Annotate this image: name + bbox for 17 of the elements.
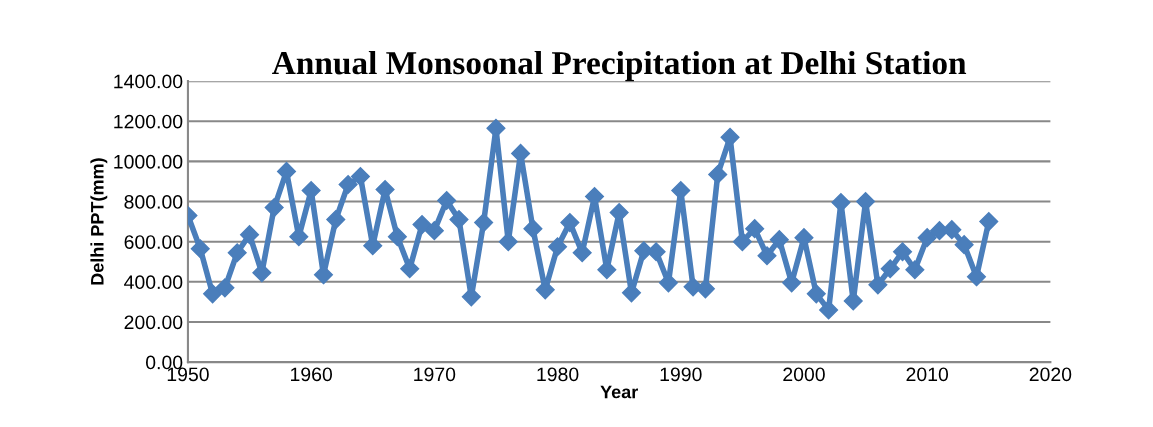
y-tick-label: 1200.00 (114, 114, 183, 129)
chart-title: Annual Monsoonal Precipitation at Delhi Station (272, 50, 967, 82)
y-tick-label: 600.00 (124, 235, 183, 249)
x-tick-label: 2010 (906, 367, 949, 382)
x-tick-label: 1990 (660, 367, 702, 382)
x-tick-label: 1980 (537, 367, 579, 382)
x-tick-label: 1960 (291, 367, 333, 382)
x-tick-label: 2020 (1029, 367, 1072, 382)
x-tick-label: 1970 (414, 367, 456, 382)
y-tick-label: 400.00 (124, 275, 183, 290)
y-axis-title: Delhi PPT(mm) (90, 158, 108, 285)
y-tick-label: 1000.00 (114, 154, 183, 169)
x-axis-title: Year (600, 385, 638, 399)
y-tick-label: 1400.00 (114, 74, 183, 89)
y-tick-label: 200.00 (124, 315, 183, 330)
y-tick-label: 800.00 (124, 195, 183, 209)
x-tick-label: 2000 (783, 367, 825, 382)
